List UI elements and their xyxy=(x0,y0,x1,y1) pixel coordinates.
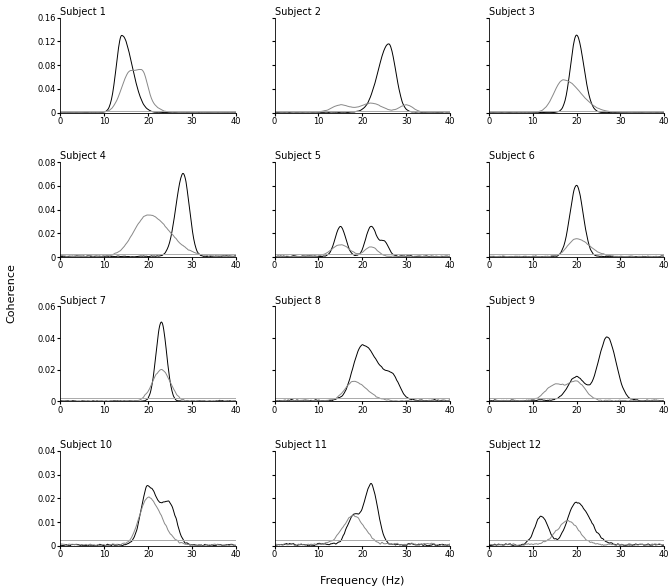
Text: Frequency (Hz): Frequency (Hz) xyxy=(320,576,405,586)
Text: Subject 11: Subject 11 xyxy=(274,440,327,450)
Text: Subject 12: Subject 12 xyxy=(488,440,541,450)
Text: Subject 7: Subject 7 xyxy=(60,296,107,306)
Text: Subject 3: Subject 3 xyxy=(488,7,535,17)
Text: Subject 5: Subject 5 xyxy=(274,151,321,161)
Text: Subject 1: Subject 1 xyxy=(60,7,106,17)
Text: Subject 8: Subject 8 xyxy=(274,296,321,306)
Text: Subject 9: Subject 9 xyxy=(488,296,535,306)
Text: Subject 10: Subject 10 xyxy=(60,440,112,450)
Text: Subject 4: Subject 4 xyxy=(60,151,106,161)
Legend: FPB, FDMB: FPB, FDMB xyxy=(357,18,415,48)
Text: Subject 6: Subject 6 xyxy=(488,151,535,161)
Text: Coherence: Coherence xyxy=(7,264,17,323)
Text: Subject 2: Subject 2 xyxy=(274,7,321,17)
